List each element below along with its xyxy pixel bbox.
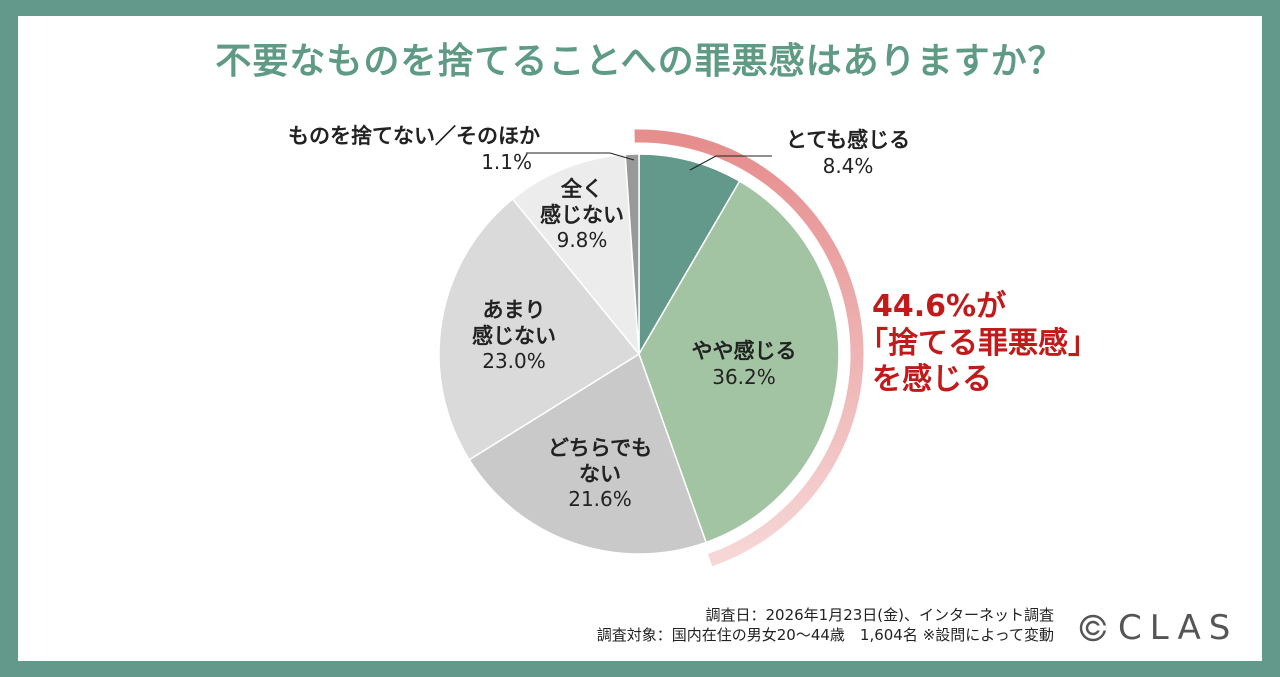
clas-logo: CLAS: [1078, 610, 1238, 646]
slice-label-s3: あまり 感じない 23.0%: [434, 298, 594, 374]
slice-value: 9.8%: [502, 228, 662, 252]
slice-name-line2: ない: [520, 462, 680, 488]
slice-label-s2: どちらでも ない 21.6%: [520, 436, 680, 512]
slice-value: 23.0%: [434, 349, 594, 373]
slice-label-s4: 全く 感じない 9.8%: [502, 177, 662, 253]
slice-name: とても感じる: [768, 128, 928, 154]
logo-text: CLAS: [1118, 608, 1238, 648]
slice-label-s0: とても感じる 8.4%: [768, 128, 928, 178]
slice-name-line2: 感じない: [434, 324, 594, 350]
callout-line1: 44.6%が: [872, 289, 1098, 326]
slice-value: 8.4%: [768, 154, 928, 178]
callout-line2: 「捨てる罪悪感」: [858, 326, 1098, 363]
slice-name-line1: 全く: [502, 177, 662, 203]
survey-notes: 調査日：2026年1月23日(金)、インターネット調査 調査対象：国内在住の男女…: [597, 605, 1054, 646]
survey-target: 調査対象：国内在住の男女20〜44歳 1,604名 ※設問によって変動: [597, 625, 1054, 645]
highlight-callout: 44.6%が 「捨てる罪悪感」 を感じる: [872, 289, 1098, 399]
clas-logo-icon: [1078, 613, 1108, 643]
slice-name: やや感じる: [664, 339, 824, 365]
callout-line3: を感じる: [872, 362, 1098, 399]
slice-value: 1.1%: [220, 150, 532, 174]
slice-name-line2: 感じない: [502, 203, 662, 229]
slice-label-s5: ものを捨てない／そのほか 1.1%: [220, 124, 540, 174]
survey-date: 調査日：2026年1月23日(金)、インターネット調査: [597, 605, 1054, 625]
slice-name-line1: あまり: [434, 298, 594, 324]
slice-name: ものを捨てない／そのほか: [220, 124, 540, 150]
slice-value: 21.6%: [520, 487, 680, 511]
slice-name-line1: どちらでも: [520, 436, 680, 462]
slice-value: 36.2%: [664, 365, 824, 389]
slice-label-s1: やや感じる 36.2%: [664, 339, 824, 389]
